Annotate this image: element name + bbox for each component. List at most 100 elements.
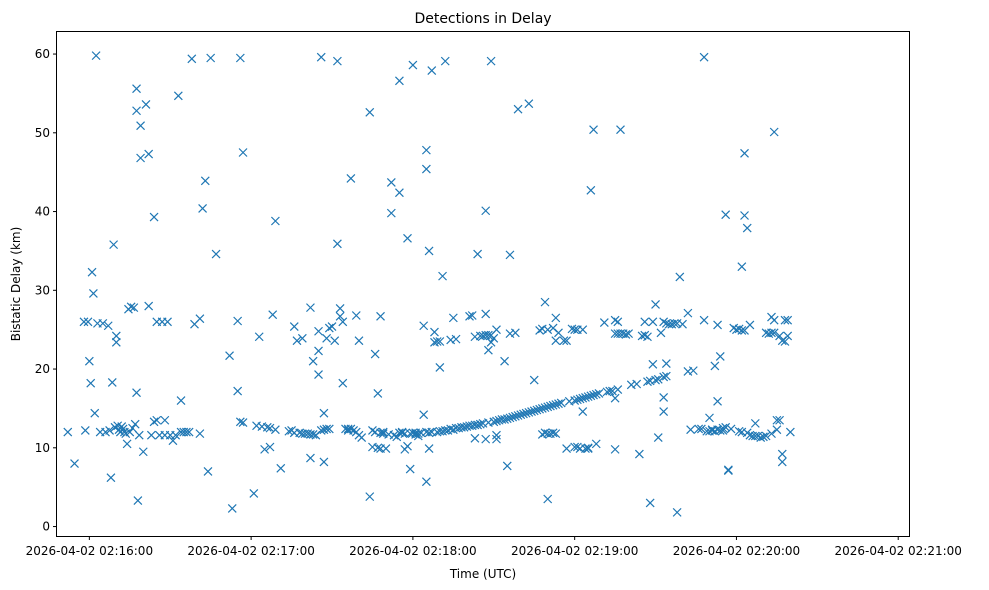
data-point-x-marker xyxy=(562,336,572,346)
data-point-x-marker xyxy=(737,326,747,335)
data-point-x-marker xyxy=(648,359,658,369)
data-point-x-marker xyxy=(750,418,760,428)
data-point-x-marker xyxy=(146,430,156,440)
data-point-x-marker xyxy=(338,378,348,388)
data-point-x-marker xyxy=(198,203,208,213)
data-point-x-marker xyxy=(430,327,439,337)
data-point-x-marker xyxy=(589,125,598,135)
y-axis: 0 10 20 30 40 50 60 xyxy=(35,47,57,534)
data-point-x-marker xyxy=(713,396,722,406)
data-point-x-marker xyxy=(87,267,97,277)
data-point-x-marker xyxy=(532,405,542,415)
data-point-x-marker xyxy=(524,407,534,417)
data-point-x-marker xyxy=(610,315,620,325)
data-point-x-marker xyxy=(605,386,615,396)
data-point-x-marker xyxy=(289,322,299,331)
data-point-x-marker xyxy=(276,463,286,473)
data-point-x-marker xyxy=(740,211,749,220)
data-point-x-marker xyxy=(634,449,644,459)
data-point-x-marker xyxy=(653,433,663,442)
data-points xyxy=(63,51,795,517)
data-point-x-marker xyxy=(570,396,580,405)
data-point-x-marker xyxy=(357,433,367,442)
data-point-x-marker xyxy=(133,496,143,505)
data-point-x-marker xyxy=(543,494,553,504)
data-point-x-marker xyxy=(421,145,431,155)
data-point-x-marker xyxy=(780,315,790,325)
data-point-x-marker xyxy=(373,389,383,398)
data-point-x-marker xyxy=(551,400,561,409)
data-point-x-marker xyxy=(543,325,553,335)
data-point-x-marker xyxy=(554,399,563,409)
data-point-x-marker xyxy=(235,53,245,63)
data-point-x-marker xyxy=(195,314,205,324)
data-point-x-marker xyxy=(780,337,790,346)
data-point-x-marker xyxy=(726,424,736,434)
data-point-x-marker xyxy=(322,333,332,343)
data-point-x-marker xyxy=(262,422,272,432)
data-point-x-marker xyxy=(233,316,243,326)
data-point-x-marker xyxy=(200,176,210,186)
data-point-x-marker xyxy=(130,419,140,429)
data-point-x-marker xyxy=(750,431,760,441)
data-point-x-marker xyxy=(427,66,437,76)
data-point-x-marker xyxy=(613,385,623,394)
data-point-x-marker xyxy=(265,442,275,452)
data-point-x-marker xyxy=(699,52,709,62)
data-point-x-marker xyxy=(581,392,590,402)
data-point-x-marker xyxy=(583,444,593,454)
data-point-x-marker xyxy=(713,320,722,330)
data-point-x-marker xyxy=(419,321,429,331)
data-point-x-marker xyxy=(473,249,483,259)
data-point-x-marker xyxy=(397,427,407,437)
data-point-x-marker xyxy=(144,301,154,311)
data-point-x-marker xyxy=(440,426,450,435)
data-point-x-marker xyxy=(70,459,79,468)
data-point-x-marker xyxy=(672,507,682,517)
chart-title: Detections in Delay xyxy=(414,11,551,27)
y-tick-label: 10 xyxy=(35,441,50,455)
data-point-x-marker xyxy=(254,332,264,342)
data-point-x-marker xyxy=(424,428,434,438)
data-point-x-marker xyxy=(718,423,728,433)
data-point-x-marker xyxy=(524,99,534,109)
data-point-x-marker xyxy=(551,429,561,439)
data-point-x-marker xyxy=(136,153,146,163)
data-point-x-marker xyxy=(324,323,334,333)
data-point-x-marker xyxy=(500,415,509,424)
data-point-x-marker xyxy=(365,107,375,117)
data-point-x-marker xyxy=(688,366,698,376)
data-point-x-marker xyxy=(492,325,501,335)
data-point-x-marker xyxy=(489,333,499,343)
data-point-x-marker xyxy=(734,324,744,334)
data-point-x-marker xyxy=(661,371,671,381)
data-point-x-marker xyxy=(481,206,491,216)
data-point-x-marker xyxy=(575,394,585,404)
y-tick-label: 30 xyxy=(35,283,50,297)
data-point-x-marker xyxy=(621,329,631,339)
data-point-x-marker xyxy=(306,453,315,463)
data-point-x-marker xyxy=(270,425,280,435)
data-point-x-marker xyxy=(386,177,396,187)
data-point-x-marker xyxy=(386,208,396,218)
data-point-x-marker xyxy=(132,106,141,116)
data-point-x-marker xyxy=(551,336,561,346)
data-point-x-marker xyxy=(492,430,501,440)
data-point-x-marker xyxy=(610,444,620,454)
data-point-x-marker xyxy=(556,398,566,408)
data-point-x-marker xyxy=(249,489,259,498)
data-point-x-marker xyxy=(734,426,744,436)
data-point-x-marker xyxy=(324,424,334,434)
data-point-x-marker xyxy=(554,328,563,338)
data-point-x-marker xyxy=(381,444,391,454)
data-point-x-marker xyxy=(111,337,121,347)
data-point-x-marker xyxy=(632,379,642,389)
data-point-x-marker xyxy=(529,375,539,385)
data-point-x-marker xyxy=(405,464,415,474)
data-point-x-marker xyxy=(659,372,669,382)
data-point-x-marker xyxy=(335,311,345,321)
data-point-x-marker xyxy=(448,425,458,435)
data-point-x-marker xyxy=(483,345,493,355)
data-point-x-marker xyxy=(475,419,485,429)
data-point-x-marker xyxy=(772,425,782,435)
